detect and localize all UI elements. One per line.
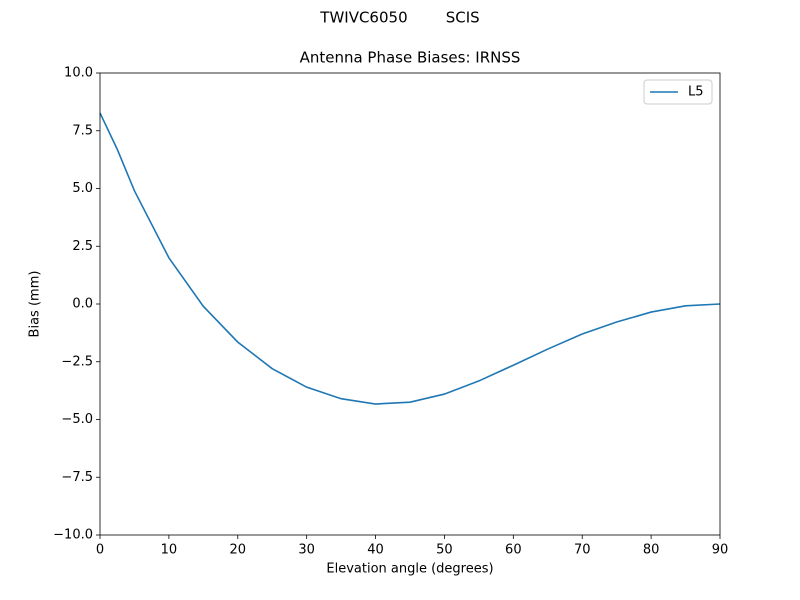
y-tick-label: 2.5: [72, 239, 93, 254]
y-tick-label: −2.5: [61, 354, 93, 369]
x-tick-label: 20: [230, 543, 247, 558]
y-tick-label: 0.0: [72, 297, 93, 312]
x-tick-label: 0: [96, 543, 104, 558]
x-tick-label: 10: [161, 543, 178, 558]
x-tick-label: 30: [298, 543, 315, 558]
legend-label: L5: [688, 85, 704, 100]
x-tick-label: 80: [643, 543, 660, 558]
chart-title: Antenna Phase Biases: IRNSS: [300, 49, 521, 67]
y-axis-label: Bias (mm): [28, 271, 43, 338]
x-axis-label: Elevation angle (degrees): [326, 562, 493, 577]
y-tick-label: −7.5: [61, 470, 93, 485]
x-tick-label: 60: [505, 543, 522, 558]
y-tick-label: 10.0: [64, 66, 93, 81]
suptitle: TWIVC6050 SCIS: [319, 9, 479, 27]
y-tick-label: 7.5: [72, 123, 93, 138]
x-tick-label: 70: [574, 543, 591, 558]
x-tick-label: 40: [367, 543, 384, 558]
line-series: [99, 112, 721, 405]
y-tick-label: 5.0: [72, 181, 93, 196]
y-tick-label: −10.0: [53, 528, 93, 543]
x-tick-label: 90: [712, 543, 729, 558]
y-tick-label: −5.0: [61, 412, 93, 427]
plot-frame: [99, 72, 721, 536]
x-tick-label: 50: [436, 543, 453, 558]
